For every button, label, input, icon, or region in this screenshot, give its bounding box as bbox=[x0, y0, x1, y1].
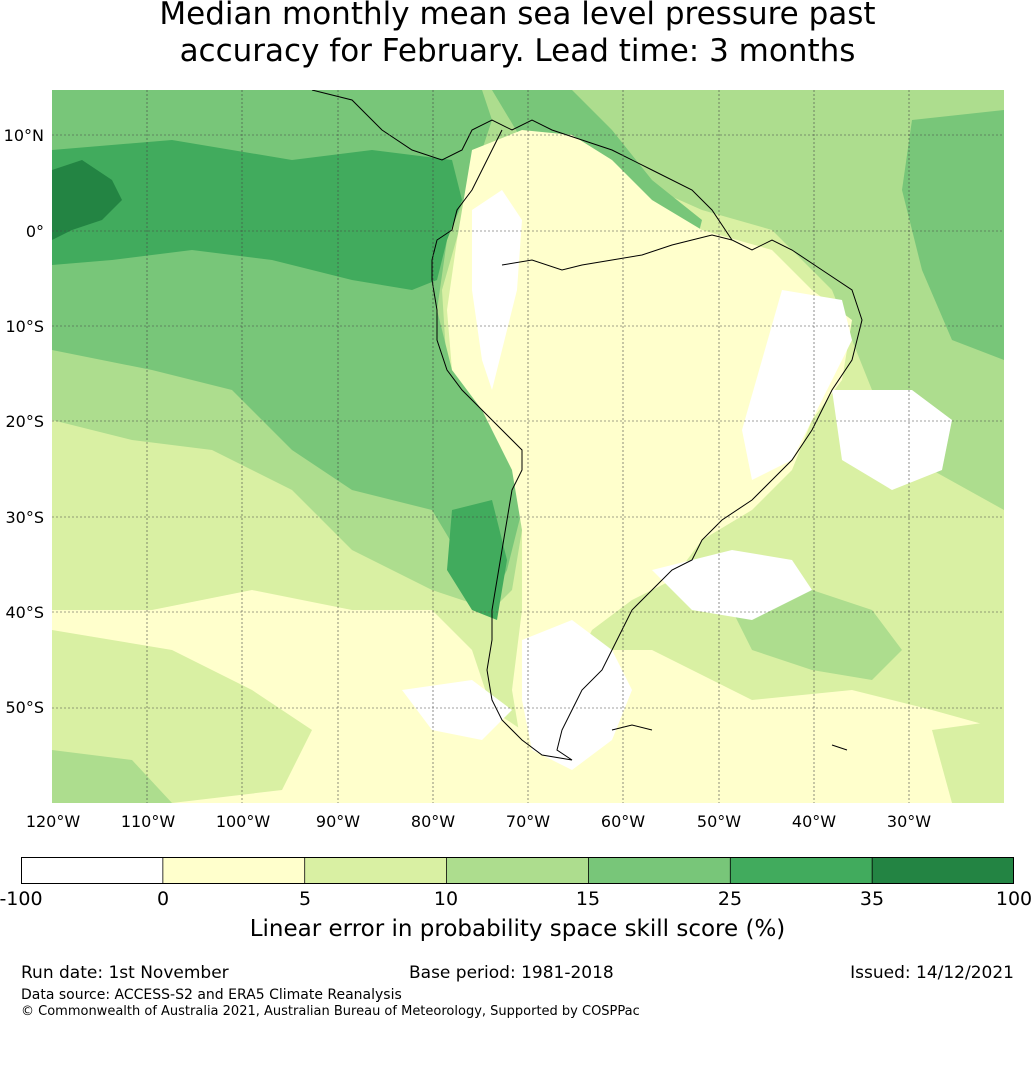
lat-label-40s: 40°S bbox=[5, 603, 44, 622]
skill-25-35-regions bbox=[52, 140, 507, 620]
lon-label-50w: 50°W bbox=[696, 812, 742, 831]
lon-label-120w: 120°W bbox=[25, 812, 81, 831]
lat-label-20s: 20°S bbox=[5, 412, 44, 431]
title-line-1: Median monthly mean sea level pressure p… bbox=[159, 0, 876, 32]
continent-low-skill bbox=[447, 130, 852, 750]
colorbar-segment-1 bbox=[162, 857, 306, 884]
colorbar-tick-10: 10 bbox=[433, 888, 459, 910]
negative-skill-regions bbox=[402, 190, 952, 770]
map-title: Median monthly mean sea level pressure p… bbox=[0, 0, 1035, 70]
lon-label-60w: 60°W bbox=[600, 812, 646, 831]
colorbar bbox=[21, 857, 1014, 884]
colorbar-segment-3 bbox=[446, 857, 589, 884]
coastlines bbox=[311, 90, 863, 761]
colorbar-segment-0 bbox=[21, 857, 164, 884]
data-source: Data source: ACCESS-S2 and ERA5 Climate … bbox=[21, 987, 402, 1003]
colorbar-segment-6 bbox=[872, 857, 1014, 884]
lat-label-10n: 10°N bbox=[3, 126, 44, 145]
colorbar-tick-35: 35 bbox=[859, 888, 885, 910]
base-period: Base period: 1981-2018 bbox=[409, 963, 614, 983]
lon-label-80w: 80°W bbox=[410, 812, 456, 831]
title-line-2: accuracy for February. Lead time: 3 mont… bbox=[179, 33, 856, 69]
lon-label-90w: 90°W bbox=[315, 812, 361, 831]
graticule bbox=[52, 90, 1004, 803]
colorbar-tick-25: 25 bbox=[717, 888, 743, 910]
colorbar-segment-2 bbox=[304, 857, 448, 884]
colorbar-tick-15: 15 bbox=[575, 888, 601, 910]
lon-label-40w: 40°W bbox=[791, 812, 837, 831]
lat-label-10s: 10°S bbox=[5, 317, 44, 336]
copyright: © Commonwealth of Australia 2021, Austra… bbox=[21, 1004, 640, 1019]
colorbar-tick-minus100: -100 bbox=[0, 888, 43, 910]
lat-label-0: 0° bbox=[25, 222, 44, 241]
issued-date: Issued: 14/12/2021 bbox=[850, 963, 1014, 983]
colorbar-segment-4 bbox=[588, 857, 731, 884]
lat-label-30s: 30°S bbox=[5, 508, 44, 527]
colorbar-tick-5: 5 bbox=[298, 888, 312, 910]
colorbar-tick-100: 100 bbox=[995, 888, 1033, 910]
map-panel bbox=[52, 90, 1004, 803]
skill-score-map bbox=[52, 90, 1004, 803]
skill-35-100-regions bbox=[52, 160, 122, 240]
colorbar-segment-5 bbox=[730, 857, 873, 884]
colorbar-label: Linear error in probability space skill … bbox=[249, 916, 786, 942]
lat-label-50s: 50°S bbox=[5, 698, 44, 717]
lon-label-100w: 100°W bbox=[215, 812, 271, 831]
lon-label-30w: 30°W bbox=[886, 812, 932, 831]
lon-label-70w: 70°W bbox=[505, 812, 551, 831]
run-date: Run date: 1st November bbox=[21, 963, 229, 983]
colorbar-tick-0: 0 bbox=[156, 888, 170, 910]
lon-label-110w: 110°W bbox=[120, 812, 176, 831]
